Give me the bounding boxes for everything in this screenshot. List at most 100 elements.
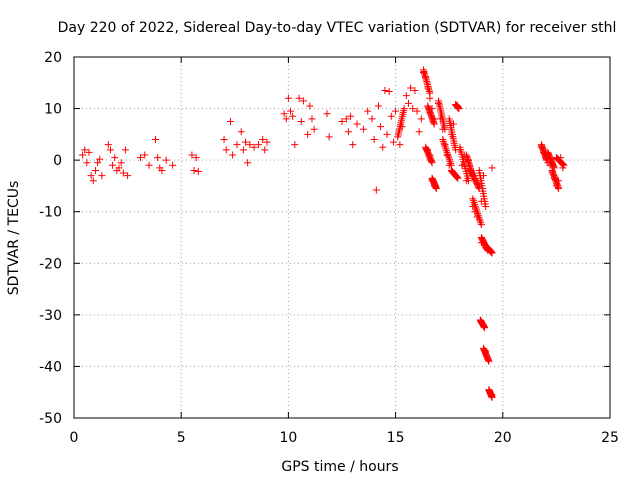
x-tick-label: 10 (279, 430, 297, 446)
streak-4-point-14 (432, 185, 440, 193)
streak-6-point-2 (440, 139, 448, 147)
streak-13-point-14 (477, 221, 485, 229)
streak-3-point-14 (428, 159, 436, 167)
data-point-77 (381, 87, 389, 95)
streak-12-point-13 (475, 183, 483, 191)
streak-19-point-14 (488, 393, 496, 401)
data-point-0 (79, 151, 87, 159)
data-point-16 (117, 159, 125, 167)
x-tick-label: 15 (387, 430, 405, 446)
data-point-75 (377, 123, 385, 131)
plot-frame (73, 56, 611, 419)
data-point-52 (289, 112, 297, 120)
data-point-9 (98, 172, 106, 180)
data-point-83 (396, 141, 404, 149)
grid-lines (74, 57, 610, 418)
data-point-12 (109, 161, 117, 169)
data-points (79, 66, 568, 401)
y-tick-label: -40 (39, 359, 62, 375)
data-point-90 (413, 107, 421, 115)
data-point-19 (124, 172, 132, 180)
data-point-74 (374, 102, 382, 110)
data-point-63 (338, 117, 346, 125)
x-axis-label: GPS time / hours (281, 459, 398, 475)
data-point-73 (372, 186, 380, 194)
data-point-20 (136, 154, 144, 162)
streak-22-point-14 (555, 185, 563, 193)
data-point-47 (263, 138, 271, 146)
axis-ticks (73, 56, 611, 419)
data-point-60 (310, 125, 318, 133)
data-point-24 (154, 154, 162, 162)
data-point-26 (158, 166, 166, 174)
streak-13-point-2 (470, 199, 478, 207)
streak-0-point-14 (400, 105, 408, 113)
streak-10-point-14 (464, 177, 472, 185)
data-point-78 (383, 130, 391, 138)
data-point-43 (250, 143, 258, 151)
data-point-44 (254, 141, 262, 149)
data-point-32 (194, 167, 202, 175)
streak-13-point-6 (472, 206, 480, 214)
streak-13-point-13 (477, 219, 485, 227)
data-point-56 (299, 97, 307, 105)
data-point-2 (83, 159, 91, 167)
data-point-39 (239, 146, 247, 154)
data-point-3 (85, 148, 93, 156)
streak-16-point-14 (488, 249, 496, 257)
x-tick-label: 5 (177, 430, 186, 446)
data-point-69 (359, 125, 367, 133)
data-point-15 (115, 164, 123, 172)
data-point-66 (347, 112, 355, 120)
data-point-13 (111, 154, 119, 162)
streak-23-point-12 (559, 160, 567, 168)
streak-5-point-14 (441, 125, 449, 133)
y-tick-label: -50 (39, 411, 62, 427)
data-point-67 (349, 141, 357, 149)
streak-13-point-12 (476, 217, 484, 225)
data-point-55 (297, 117, 305, 125)
data-point-82 (392, 107, 400, 115)
data-point-27 (162, 156, 170, 164)
streak-14-point-14 (482, 203, 490, 211)
x-tick-labels: 0 5 10 15 20 25 (70, 430, 619, 446)
y-axis-label: SDTVAR / TECUs (6, 181, 22, 296)
data-point-31 (190, 166, 198, 174)
data-point-7 (94, 159, 102, 167)
streak-23-point-11 (558, 160, 566, 168)
data-point-21 (141, 151, 149, 159)
data-point-64 (342, 115, 350, 123)
data-point-72 (370, 136, 378, 144)
streak-13-point-9 (474, 211, 482, 219)
streak-6-point-9 (444, 152, 452, 160)
streak-23-point-13 (559, 161, 567, 169)
data-point-1 (81, 146, 89, 154)
y-tick-label: -30 (39, 308, 62, 324)
y-tick-label: -10 (39, 205, 62, 221)
y-tick-label: 0 (53, 153, 62, 169)
data-point-58 (306, 102, 314, 110)
data-point-35 (227, 117, 235, 125)
data-point-49 (282, 115, 290, 123)
data-point-80 (387, 112, 395, 120)
data-point-71 (368, 115, 376, 123)
x-tick-label: 25 (601, 430, 619, 446)
data-point-61 (323, 110, 331, 118)
streak-17-point-14 (481, 324, 489, 332)
data-point-91 (415, 128, 423, 136)
data-point-34 (222, 146, 230, 154)
streak-13-point-1 (469, 197, 477, 205)
streak-6-point-12 (446, 158, 454, 166)
data-point-23 (151, 136, 159, 144)
data-point-30 (192, 154, 200, 162)
data-point-11 (106, 146, 114, 154)
x-tick-label: 0 (70, 430, 79, 446)
streak-6-point-5 (442, 145, 450, 153)
data-point-86 (404, 99, 412, 107)
x-tick-label: 20 (494, 430, 512, 446)
streak-8-point-14 (454, 174, 462, 182)
data-point-36 (229, 151, 237, 159)
streak-13-point-5 (472, 204, 480, 212)
data-point-41 (244, 159, 252, 167)
streak-6-point-6 (442, 147, 450, 155)
